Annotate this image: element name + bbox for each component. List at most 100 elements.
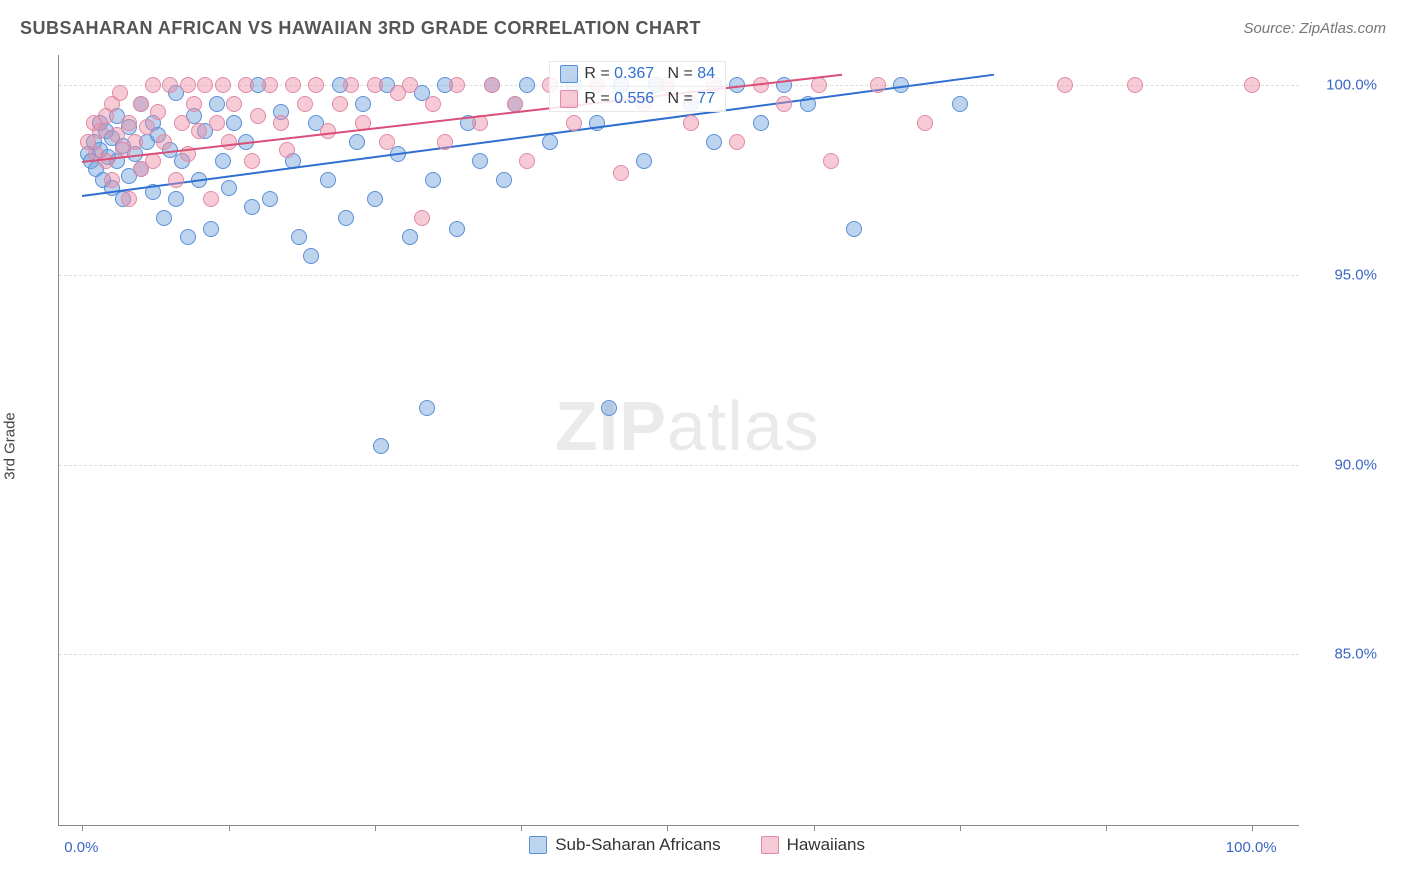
data-point: [297, 96, 313, 112]
x-tick-mark: [229, 825, 230, 831]
data-point: [244, 153, 260, 169]
data-point: [186, 96, 202, 112]
data-point: [250, 108, 266, 124]
data-point: [127, 134, 143, 150]
data-point: [373, 438, 389, 454]
y-tick-label: 85.0%: [1307, 646, 1377, 663]
data-point: [437, 134, 453, 150]
y-axis-label: 3rd Grade: [2, 412, 19, 480]
data-point: [262, 77, 278, 93]
plot-area: ZIPatlas 100.0%95.0%90.0%85.0%: [58, 55, 1299, 826]
data-point: [519, 153, 535, 169]
data-point: [226, 115, 242, 131]
legend-swatch: [529, 836, 547, 854]
data-point: [414, 210, 430, 226]
data-point: [262, 191, 278, 207]
data-point: [285, 77, 301, 93]
gridline: [59, 465, 1299, 466]
data-point: [367, 191, 383, 207]
watermark-zip: ZIP: [555, 387, 667, 465]
data-point: [168, 172, 184, 188]
data-point: [112, 85, 128, 101]
data-point: [449, 221, 465, 237]
legend-label: Hawaiians: [787, 835, 865, 855]
data-point: [291, 229, 307, 245]
x-tick-mark: [814, 825, 815, 831]
data-point: [1057, 77, 1073, 93]
stats-legend-row: R = 0.367 N = 84: [550, 62, 725, 87]
data-point: [150, 104, 166, 120]
x-tick-mark: [521, 825, 522, 831]
data-point: [636, 153, 652, 169]
legend-item: Hawaiians: [761, 835, 865, 855]
watermark-atlas: atlas: [667, 387, 820, 465]
data-point: [104, 172, 120, 188]
data-point: [952, 96, 968, 112]
data-point: [776, 96, 792, 112]
data-point: [221, 134, 237, 150]
data-point: [823, 153, 839, 169]
data-point: [145, 153, 161, 169]
y-tick-label: 90.0%: [1307, 456, 1377, 473]
data-point: [425, 96, 441, 112]
data-point: [338, 210, 354, 226]
data-point: [244, 199, 260, 215]
data-point: [496, 172, 512, 188]
data-point: [133, 96, 149, 112]
legend-swatch: [560, 90, 578, 108]
stats-legend-text: R = 0.556 N = 77: [584, 90, 715, 108]
data-point: [519, 77, 535, 93]
data-point: [209, 96, 225, 112]
data-point: [279, 142, 295, 158]
data-point: [215, 153, 231, 169]
data-point: [98, 153, 114, 169]
data-point: [139, 119, 155, 135]
data-point: [238, 77, 254, 93]
data-point: [706, 134, 722, 150]
data-point: [156, 210, 172, 226]
data-point: [402, 77, 418, 93]
x-tick-mark: [960, 825, 961, 831]
data-point: [566, 115, 582, 131]
data-point: [379, 134, 395, 150]
legend-item: Sub-Saharan Africans: [529, 835, 720, 855]
x-tick-label-left: 0.0%: [64, 839, 98, 856]
data-point: [121, 191, 137, 207]
data-point: [870, 77, 886, 93]
data-point: [449, 77, 465, 93]
data-point: [1127, 77, 1143, 93]
data-point: [203, 191, 219, 207]
data-point: [156, 134, 172, 150]
data-point: [811, 77, 827, 93]
gridline: [59, 654, 1299, 655]
stats-legend: R = 0.367 N = 84 R = 0.556 N = 77: [549, 61, 726, 112]
x-tick-mark: [1106, 825, 1107, 831]
series-legend: Sub-Saharan Africans Hawaiians: [529, 835, 865, 855]
data-point: [273, 115, 289, 131]
chart-header: SUBSAHARAN AFRICAN VS HAWAIIAN 3RD GRADE…: [20, 18, 1386, 39]
data-point: [472, 153, 488, 169]
data-point: [308, 77, 324, 93]
data-point: [121, 115, 137, 131]
data-point: [145, 77, 161, 93]
data-point: [753, 115, 769, 131]
data-point: [174, 115, 190, 131]
data-point: [320, 123, 336, 139]
y-tick-label: 100.0%: [1307, 77, 1377, 94]
data-point: [601, 400, 617, 416]
data-point: [419, 400, 435, 416]
data-point: [729, 134, 745, 150]
data-point: [320, 172, 336, 188]
data-point: [425, 172, 441, 188]
data-point: [484, 77, 500, 93]
stats-legend-row: R = 0.556 N = 77: [550, 87, 725, 111]
data-point: [92, 123, 108, 139]
data-point: [542, 134, 558, 150]
data-point: [191, 123, 207, 139]
data-point: [349, 134, 365, 150]
watermark: ZIPatlas: [555, 386, 820, 466]
data-point: [203, 221, 219, 237]
data-point: [180, 77, 196, 93]
x-tick-mark: [82, 825, 83, 831]
legend-swatch: [560, 65, 578, 83]
